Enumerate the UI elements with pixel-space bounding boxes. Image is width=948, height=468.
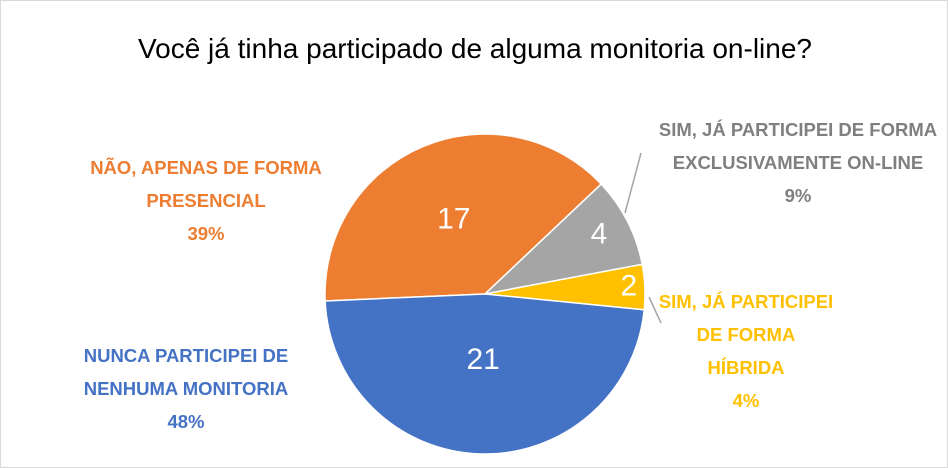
percent-label: 48% <box>167 411 205 432</box>
pie-slice <box>482 182 644 296</box>
leader-line <box>648 296 662 324</box>
pie-slice <box>324 293 646 455</box>
category-label: SIM, JÁ PARTICIPEI DE FORMA HÍBRIDA <box>658 291 834 378</box>
percent-label: 9% <box>784 185 812 206</box>
chart-title: Você já tinha participado de alguma moni… <box>138 33 812 64</box>
slice-value-label: 21 <box>466 343 499 376</box>
percent-label: 4% <box>732 390 760 411</box>
slice-label: SIM, JÁ PARTICIPEI DE FORMA HÍBRIDA 4% <box>656 285 836 417</box>
slice-value-label: 2 <box>621 270 638 303</box>
pie-slice <box>324 133 603 302</box>
leader-line <box>624 152 642 214</box>
category-label: NUNCA PARTICIPEI DE NENHUMA MONITORIA <box>83 345 289 399</box>
percent-label: 39% <box>187 223 225 244</box>
slice-label: NÃO, APENAS DE FORMA PRESENCIAL 39% <box>86 151 326 250</box>
slice-value-label: 17 <box>437 202 470 235</box>
category-label: SIM, JÁ PARTICIPEI DE FORMA EXCLUSIVAMEN… <box>658 119 938 173</box>
category-label: NÃO, APENAS DE FORMA PRESENCIAL <box>90 157 322 211</box>
slice-label: SIM, JÁ PARTICIPEI DE FORMA EXCLUSIVAMEN… <box>649 113 947 212</box>
slice-label: NUNCA PARTICIPEI DE NENHUMA MONITORIA 48% <box>46 339 326 438</box>
slice-value-label: 4 <box>591 218 608 251</box>
